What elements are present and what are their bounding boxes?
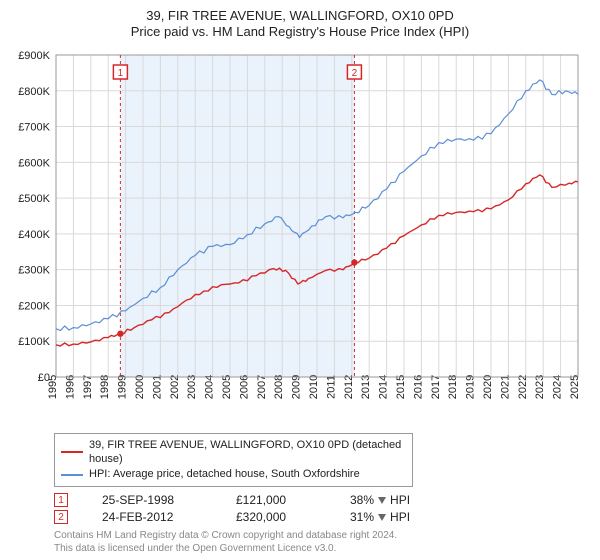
xtick-label: 1996 [64,374,76,398]
ytick-label: £100K [18,336,50,348]
xtick-label: 2009 [291,374,303,398]
xtick-label: 2022 [517,374,529,398]
ytick-label: £200K [18,300,50,312]
sale-price: £121,000 [236,493,316,507]
xtick-label: 2024 [552,374,564,398]
xtick-label: 1995 [47,374,59,398]
sale-row: 2 24-FEB-2012 £320,000 31% HPI [54,510,588,524]
xtick-label: 2007 [256,374,268,398]
sale-diff-suffix: HPI [390,493,410,507]
sales-table: 1 25-SEP-1998 £121,000 38% HPI 2 24-FEB-2012 £3… [12,493,588,524]
xtick-label: 2015 [395,374,407,398]
xtick-label: 2023 [534,374,546,398]
xtick-label: 2025 [569,374,581,398]
xtick-label: 2006 [238,374,250,398]
chart-subtitle: Price paid vs. HM Land Registry's House … [12,24,588,40]
xtick-label: 2000 [134,374,146,398]
sale-row: 1 25-SEP-1998 £121,000 38% HPI [54,493,588,507]
xtick-label: 2017 [430,374,442,398]
sale-date: 24-FEB-2012 [102,510,202,524]
xtick-label: 2005 [221,374,233,398]
legend-swatch-hpi [61,474,83,476]
xtick-label: 2019 [465,374,477,398]
shaded-band [120,55,354,377]
xtick-label: 1999 [117,374,129,398]
ytick-label: £400K [18,228,50,240]
xtick-label: 2010 [308,374,320,398]
legend-label-property: 39, FIR TREE AVENUE, WALLINGFORD, OX10 0… [89,438,406,468]
ytick-label: £500K [18,193,50,205]
xtick-label: 2020 [482,374,494,398]
sale-diff: 31% HPI [350,510,410,524]
sale-diff-suffix: HPI [390,510,410,524]
sale-marker-icon: 2 [54,510,68,524]
arrow-down-icon [378,497,386,504]
arrow-down-icon [378,514,386,521]
legend: 39, FIR TREE AVENUE, WALLINGFORD, OX10 0… [54,433,413,488]
ytick-label: £600K [18,157,50,169]
xtick-label: 1998 [99,374,111,398]
sale-diff: 38% HPI [350,493,410,507]
chart-area: £0£100K£200K£300K£400K£500K£600K£700K£80… [12,47,588,427]
xtick-label: 2002 [169,374,181,398]
ytick-label: £900K [18,50,50,62]
ytick-label: £300K [18,264,50,276]
legend-label-hpi: HPI: Average price, detached house, Sout… [89,467,360,482]
sale-date: 25-SEP-1998 [102,493,202,507]
sale-diff-pct: 31% [350,510,374,524]
chart-svg: £0£100K£200K£300K£400K£500K£600K£700K£80… [12,47,588,427]
legend-swatch-property [61,451,83,453]
xtick-label: 2011 [325,375,337,399]
legend-item-hpi: HPI: Average price, detached house, Sout… [61,467,406,482]
xtick-label: 2001 [151,374,163,398]
chart-title: 39, FIR TREE AVENUE, WALLINGFORD, OX10 0… [12,8,588,24]
sale-marker-icon: 1 [54,493,68,507]
sale-diff-pct: 38% [350,493,374,507]
ytick-label: £700K [18,121,50,133]
sale-price: £320,000 [236,510,316,524]
sale-marker-number: 1 [118,68,124,79]
xtick-label: 2003 [186,374,198,398]
sale-dot [351,259,357,265]
xtick-label: 2021 [499,374,511,398]
ytick-label: £800K [18,85,50,97]
xtick-label: 2008 [273,374,285,398]
footnote-line1: Contains HM Land Registry data © Crown c… [54,530,588,543]
legend-item-property: 39, FIR TREE AVENUE, WALLINGFORD, OX10 0… [61,438,406,468]
sale-dot [117,330,123,336]
xtick-label: 2014 [378,374,390,398]
xtick-label: 1997 [82,374,94,398]
xtick-label: 2016 [412,374,424,398]
footnote-line2: This data is licensed under the Open Gov… [54,543,588,556]
chart-container: 39, FIR TREE AVENUE, WALLINGFORD, OX10 0… [0,0,600,560]
footnote: Contains HM Land Registry data © Crown c… [54,530,588,555]
xtick-label: 2012 [343,374,355,398]
xtick-label: 2018 [447,374,459,398]
xtick-label: 2013 [360,374,372,398]
xtick-label: 2004 [204,374,216,398]
sale-marker-number: 2 [352,68,358,79]
